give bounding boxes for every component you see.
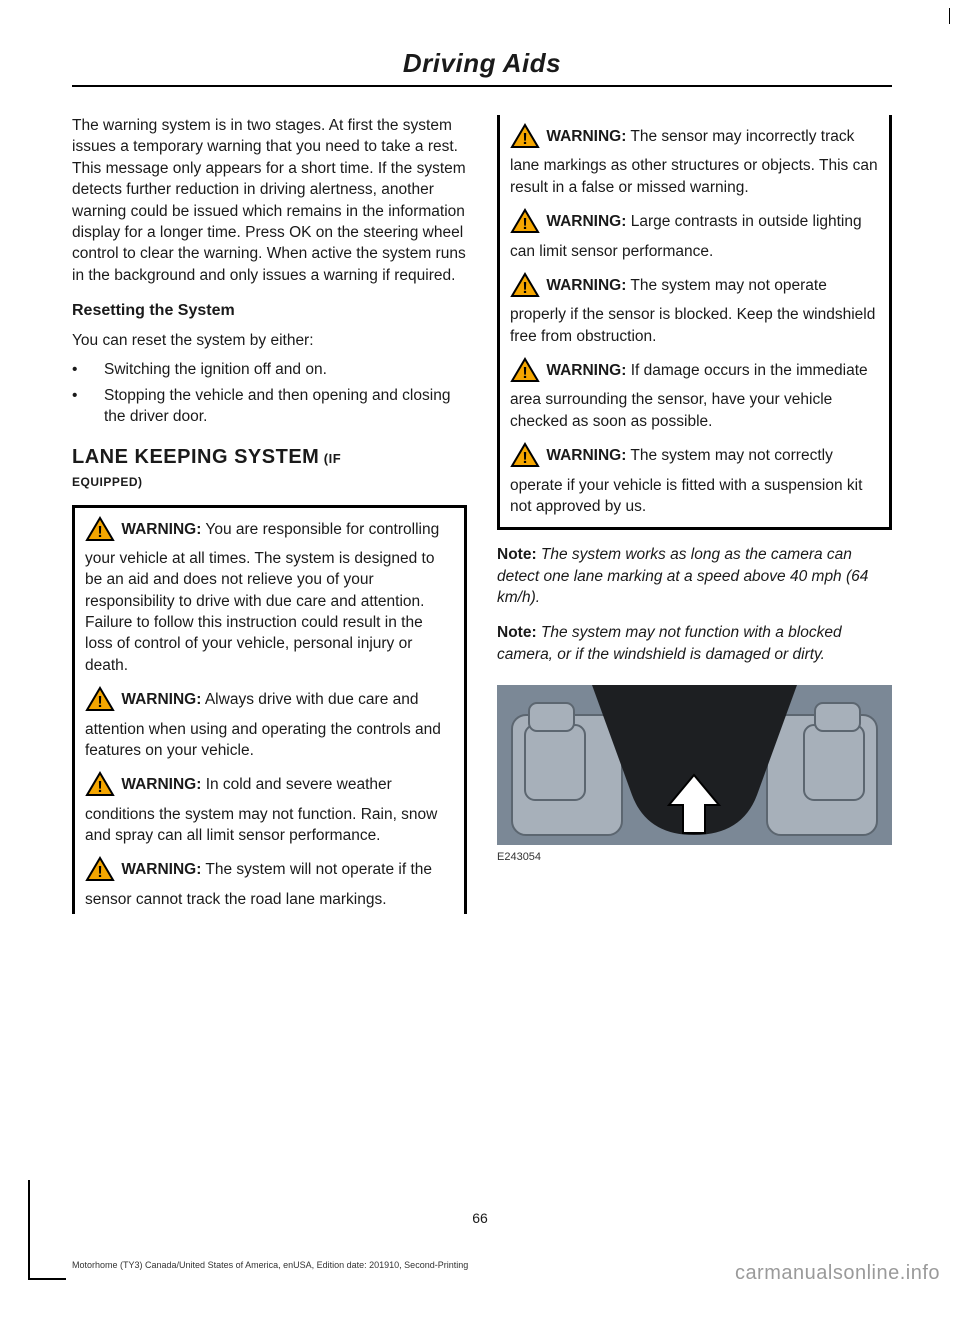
warning-triangle-icon: ! xyxy=(510,272,540,304)
warning-item: ! WARNING: The system will not operate i… xyxy=(85,856,454,910)
note-label: Note: xyxy=(497,546,537,563)
right-column: ! WARNING: The sensor may incorrectly tr… xyxy=(497,115,892,914)
warning-label: WARNING: xyxy=(121,521,201,538)
warning-label: WARNING: xyxy=(546,277,626,294)
svg-text:!: ! xyxy=(522,216,527,233)
trim-mark-icon xyxy=(28,1180,30,1280)
content-columns: The warning system is in two stages. At … xyxy=(72,115,892,914)
warning-triangle-icon: ! xyxy=(510,442,540,474)
illustration-wrap: E243054 xyxy=(497,685,892,863)
warning-triangle-icon: ! xyxy=(85,771,115,803)
warning-item: ! WARNING: If damage occurs in the immed… xyxy=(510,357,879,432)
warning-triangle-icon: ! xyxy=(85,686,115,718)
svg-text:!: ! xyxy=(522,450,527,467)
warning-item: ! WARNING: In cold and severe weather co… xyxy=(85,771,454,846)
warning-item: ! WARNING: Large contrasts in outside li… xyxy=(510,208,879,262)
svg-text:!: ! xyxy=(97,694,102,711)
bullet-text: Switching the ignition off and on. xyxy=(104,359,327,380)
watermark-text: carmanualsonline.info xyxy=(735,1262,940,1285)
warning-label: WARNING: xyxy=(121,861,201,878)
left-column: The warning system is in two stages. At … xyxy=(72,115,467,914)
note-text: The system may not function with a block… xyxy=(497,624,842,662)
reset-intro: You can reset the system by either: xyxy=(72,330,467,351)
reset-bullets: • Switching the ignition off and on. • S… xyxy=(72,359,467,427)
footer-text: Motorhome (TY3) Canada/United States of … xyxy=(72,1260,468,1270)
warning-box-right: ! WARNING: The sensor may incorrectly tr… xyxy=(497,115,892,530)
warning-item: ! WARNING: Always drive with due care an… xyxy=(85,686,454,761)
section-equipped: EQUIPPED) xyxy=(72,475,467,489)
svg-text:!: ! xyxy=(97,524,102,541)
warning-triangle-icon: ! xyxy=(85,516,115,548)
warning-text: You are responsible for controlling your… xyxy=(85,521,439,674)
bullet-dot-icon: • xyxy=(72,385,104,428)
warning-item: ! WARNING: The sensor may incorrectly tr… xyxy=(510,123,879,198)
warning-item: ! WARNING: You are responsible for contr… xyxy=(85,516,454,677)
section-if: (IF xyxy=(324,451,341,466)
section-heading: LANE KEEPING SYSTEM (IF xyxy=(72,446,467,469)
list-item: • Stopping the vehicle and then opening … xyxy=(72,385,467,428)
note-label: Note: xyxy=(497,624,537,641)
page-number: 66 xyxy=(0,1210,960,1226)
warning-triangle-icon: ! xyxy=(510,208,540,240)
warning-triangle-icon: ! xyxy=(510,357,540,389)
camera-location-illustration xyxy=(497,685,892,845)
svg-text:!: ! xyxy=(522,131,527,148)
note-paragraph: Note: The system may not function with a… xyxy=(497,622,892,665)
warning-label: WARNING: xyxy=(121,776,201,793)
reset-heading: Resetting the System xyxy=(72,302,467,320)
svg-text:!: ! xyxy=(522,365,527,382)
note-text: The system works as long as the camera c… xyxy=(497,546,868,606)
warning-label: WARNING: xyxy=(546,362,626,379)
warning-triangle-icon: ! xyxy=(85,856,115,888)
svg-text:!: ! xyxy=(522,280,527,297)
warning-triangle-icon: ! xyxy=(510,123,540,155)
trim-mark-icon xyxy=(949,8,950,24)
warning-label: WARNING: xyxy=(546,128,626,145)
intro-paragraph: The warning system is in two stages. At … xyxy=(72,115,467,286)
illustration-caption: E243054 xyxy=(497,851,892,863)
warning-box-left: ! WARNING: You are responsible for contr… xyxy=(72,505,467,915)
warning-label: WARNING: xyxy=(546,447,626,464)
page-title: Driving Aids xyxy=(72,48,892,87)
warning-label: WARNING: xyxy=(546,213,626,230)
bullet-dot-icon: • xyxy=(72,359,104,380)
note-paragraph: Note: The system works as long as the ca… xyxy=(497,544,892,608)
warning-item: ! WARNING: The system may not correctly … xyxy=(510,442,879,517)
trim-mark-icon xyxy=(28,1278,66,1280)
warning-item: ! WARNING: The system may not operate pr… xyxy=(510,272,879,347)
list-item: • Switching the ignition off and on. xyxy=(72,359,467,380)
bullet-text: Stopping the vehicle and then opening an… xyxy=(104,385,467,428)
warning-label: WARNING: xyxy=(121,691,201,708)
svg-text:!: ! xyxy=(97,864,102,881)
svg-text:!: ! xyxy=(97,779,102,796)
section-title-text: LANE KEEPING SYSTEM xyxy=(72,446,319,468)
